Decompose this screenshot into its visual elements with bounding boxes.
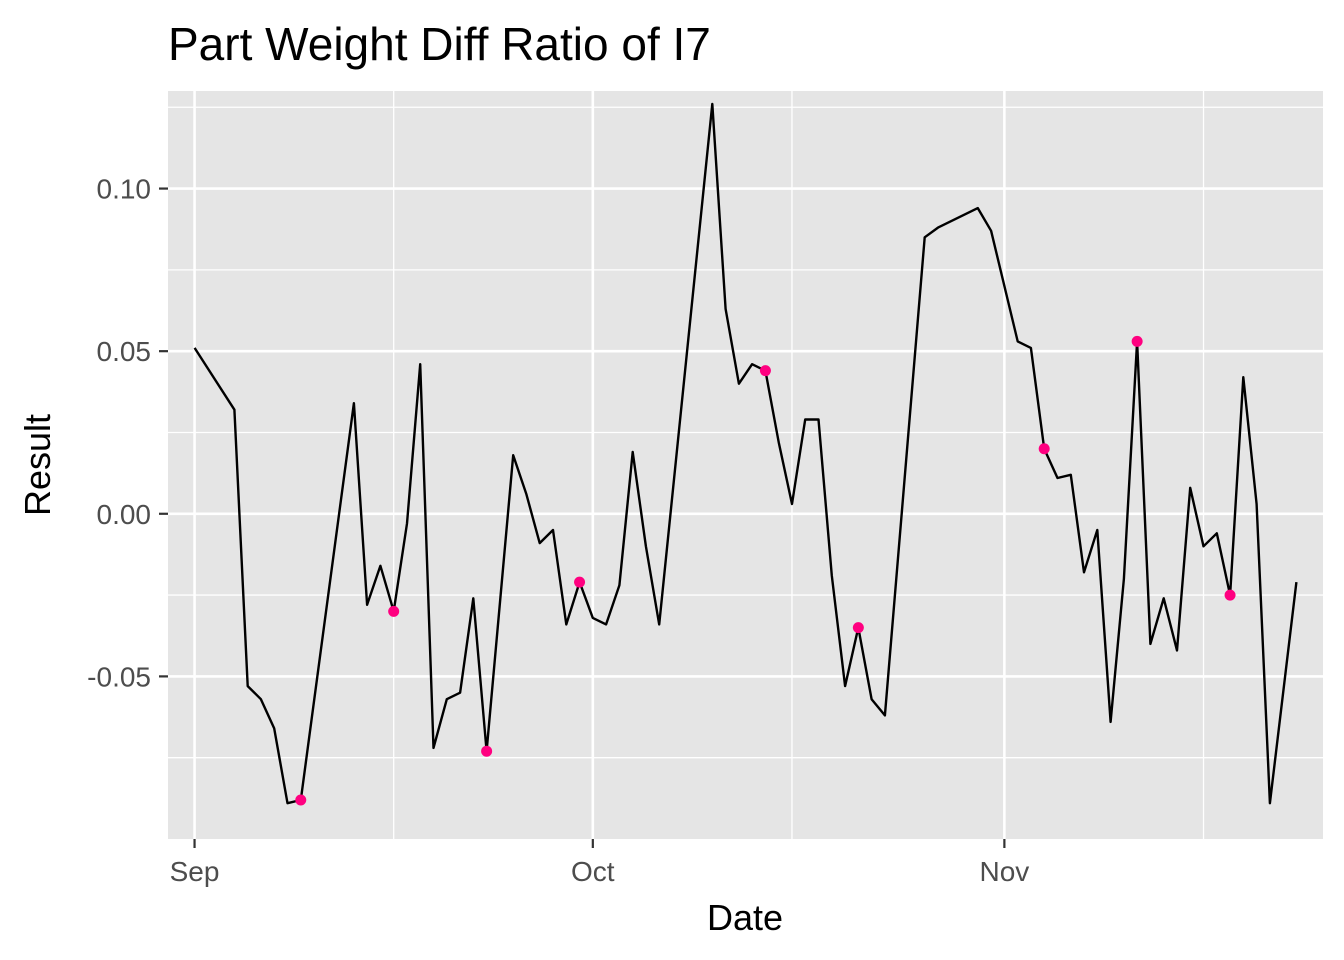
highlight-point: [852, 622, 864, 634]
x-tick-label: Oct: [571, 856, 615, 887]
x-axis-title: Date: [707, 897, 783, 938]
highlight-point: [388, 605, 400, 617]
plot-panel: [168, 91, 1323, 839]
y-axis: 0.10 0.05 0.00 -0.05: [87, 174, 168, 692]
y-axis-title: Result: [17, 414, 58, 516]
minor-gridlines: [168, 91, 1323, 839]
y-tick-label: 0.10: [97, 174, 152, 205]
x-tick-label: Nov: [979, 856, 1029, 887]
highlight-point: [481, 745, 493, 757]
chart-title: Part Weight Diff Ratio of I7: [168, 18, 711, 70]
y-tick-label: -0.05: [87, 661, 151, 692]
highlight-point: [759, 365, 771, 377]
highlight-point: [1131, 335, 1143, 347]
highlight-point: [574, 576, 586, 588]
x-axis: Sep Oct Nov: [170, 839, 1029, 887]
y-tick-label: 0.00: [97, 499, 152, 530]
highlight-point: [295, 794, 307, 806]
highlight-point: [1224, 589, 1236, 601]
highlighted-points: [295, 335, 1236, 806]
highlight-point: [1038, 443, 1050, 455]
x-tick-label: Sep: [170, 856, 220, 887]
y-tick-label: 0.05: [97, 336, 152, 367]
